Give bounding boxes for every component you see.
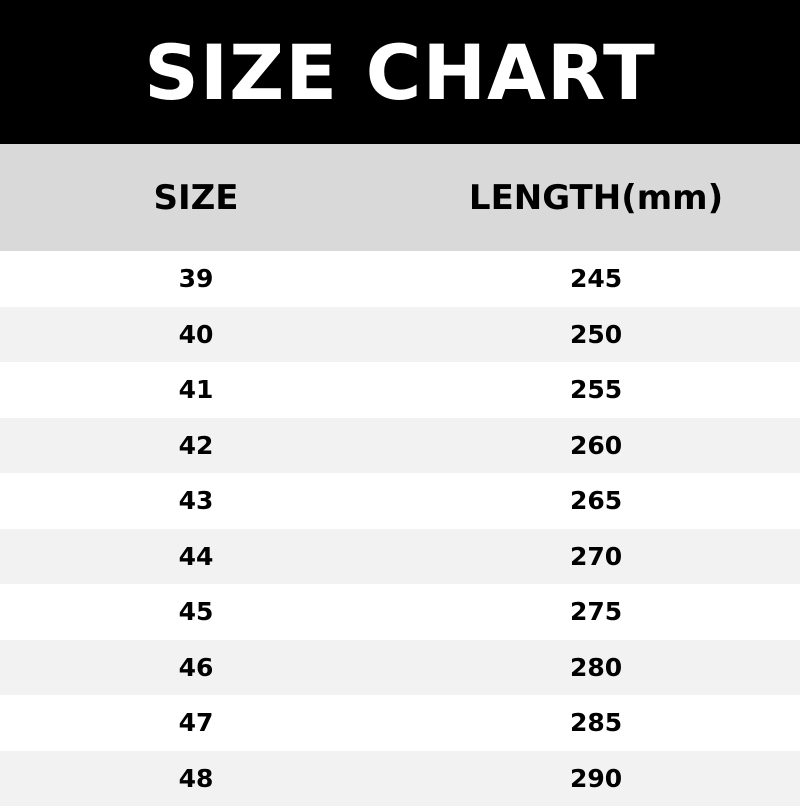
size-cell: 39 — [0, 264, 392, 293]
length-cell: 260 — [392, 431, 800, 460]
table-header: SIZE LENGTH(mm) — [0, 144, 800, 251]
length-cell: 290 — [392, 764, 800, 793]
length-cell: 245 — [392, 264, 800, 293]
length-cell: 265 — [392, 486, 800, 515]
size-cell: 45 — [0, 597, 392, 626]
size-cell: 41 — [0, 375, 392, 404]
length-cell: 285 — [392, 708, 800, 737]
page-title: SIZE CHART — [0, 0, 800, 144]
size-cell: 43 — [0, 486, 392, 515]
length-cell: 280 — [392, 653, 800, 682]
length-cell: 275 — [392, 597, 800, 626]
length-cell: 255 — [392, 375, 800, 404]
size-cell: 42 — [0, 431, 392, 460]
length-cell: 250 — [392, 320, 800, 349]
length-cell: 270 — [392, 542, 800, 571]
size-cell: 47 — [0, 708, 392, 737]
size-cell: 46 — [0, 653, 392, 682]
header-size: SIZE — [0, 178, 392, 218]
size-cell: 40 — [0, 320, 392, 349]
size-cell: 44 — [0, 542, 392, 571]
size-cell: 48 — [0, 764, 392, 793]
header-length: LENGTH(mm) — [392, 178, 800, 218]
